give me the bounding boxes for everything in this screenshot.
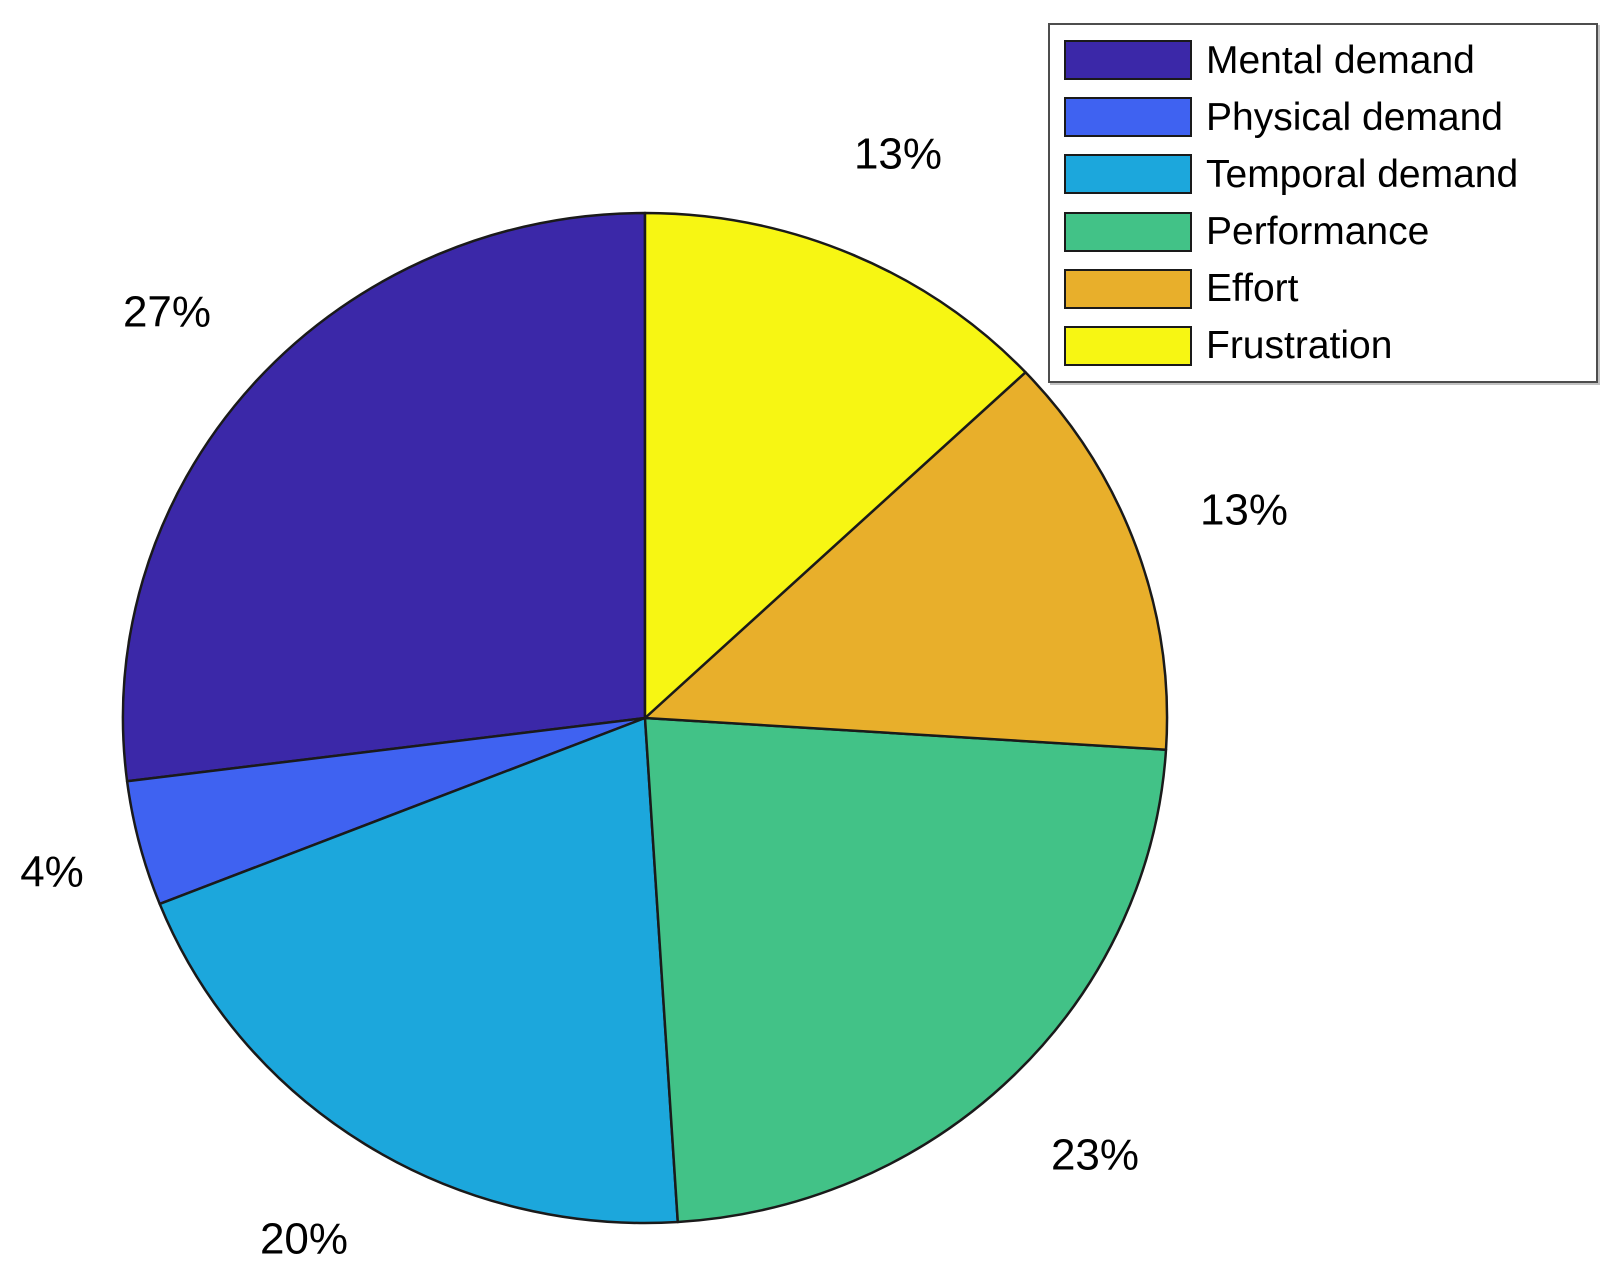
legend-label: Mental demand: [1206, 38, 1475, 82]
legend-swatch-frustration: [1064, 325, 1192, 366]
legend-swatch-performance: [1064, 211, 1192, 252]
percentage-label-performance: 23%: [1051, 1130, 1139, 1179]
percentage-label-physical-demand: 4%: [20, 847, 84, 896]
percentage-label-temporal-demand: 20%: [260, 1214, 348, 1263]
pie-slice-mental-demand: [121, 211, 647, 783]
legend-label: Frustration: [1206, 324, 1393, 368]
legend-label: Effort: [1206, 267, 1299, 311]
pie-slice-effort: [643, 371, 1169, 751]
pie-slice-temporal-demand: [158, 716, 680, 1225]
pie-slice-frustration: [643, 211, 1027, 720]
legend: Mental demand Physical demand Temporal dem…: [1048, 23, 1598, 383]
legend-item-frustration: Frustration: [1064, 318, 1596, 374]
legend-swatch-effort: [1064, 268, 1192, 309]
pie-percentage-labels: 27% 4% 20% 23% 13% 13%: [20, 129, 1288, 1263]
legend-swatch-temporal-demand: [1064, 154, 1192, 195]
legend-item-effort: Effort: [1064, 261, 1596, 317]
legend-label: Temporal demand: [1206, 152, 1519, 196]
legend-item-performance: Performance: [1064, 204, 1596, 260]
percentage-label-mental-demand: 27%: [123, 287, 211, 336]
legend-label: Performance: [1206, 210, 1430, 254]
legend-item-mental-demand: Mental demand: [1064, 32, 1596, 88]
legend-item-physical-demand: Physical demand: [1064, 89, 1596, 145]
percentage-label-effort: 13%: [1200, 485, 1288, 534]
percentage-label-frustration: 13%: [854, 129, 942, 178]
legend-item-temporal-demand: Temporal demand: [1064, 146, 1596, 202]
legend-swatch-mental-demand: [1064, 40, 1192, 81]
pie-slice-performance: [643, 716, 1168, 1224]
legend-label: Physical demand: [1206, 95, 1503, 139]
legend-swatch-physical-demand: [1064, 97, 1192, 138]
pie-slices: [121, 211, 1169, 1225]
